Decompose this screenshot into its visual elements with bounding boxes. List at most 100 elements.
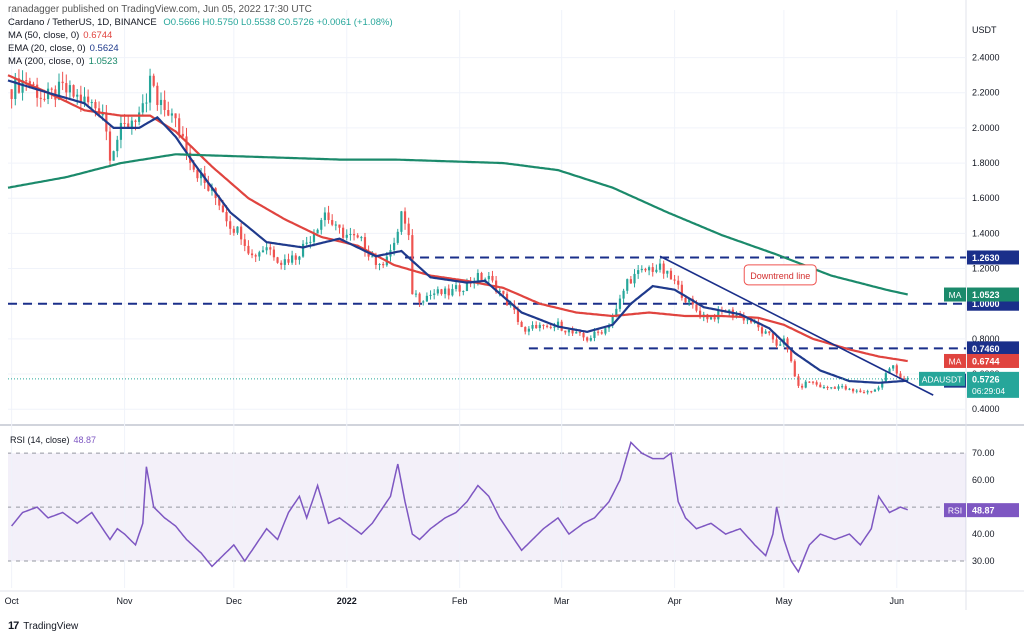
candle-body xyxy=(877,387,880,390)
candle-body xyxy=(400,211,403,232)
candle-body xyxy=(320,220,323,230)
candle-body xyxy=(760,327,764,334)
candle-body xyxy=(611,316,614,326)
candle-body xyxy=(509,304,512,306)
tradingview-logo[interactable]: 17 TradingView xyxy=(8,620,78,632)
candle-body xyxy=(728,309,731,313)
candle-body xyxy=(265,247,268,251)
ma50-legend[interactable]: MA (50, close, 0) 0.6744 xyxy=(8,30,112,42)
candle-body xyxy=(174,113,177,119)
candle-body xyxy=(666,270,669,274)
candle-body xyxy=(680,284,683,298)
rsi-band-fill xyxy=(8,453,966,562)
candle-body xyxy=(112,151,115,161)
candle-body xyxy=(254,255,257,257)
candle-body xyxy=(859,390,862,393)
rsi-tick-label: 70.00 xyxy=(972,448,995,458)
candle-body xyxy=(524,327,527,332)
candle-body xyxy=(68,85,72,93)
candle-body xyxy=(334,224,337,226)
candle-body xyxy=(862,392,866,394)
candle-body xyxy=(677,280,680,285)
candle-body xyxy=(892,365,895,369)
candle-body xyxy=(629,279,632,284)
candle-body xyxy=(502,290,505,294)
time-tick-label: Dec xyxy=(226,596,243,606)
candle-body xyxy=(345,234,348,238)
publisher-line: ranadagger published on TradingView.com,… xyxy=(8,4,312,15)
candle-body xyxy=(527,328,530,332)
candle-body xyxy=(218,198,221,206)
price-tick-label: 1.6000 xyxy=(972,193,1000,203)
candle-body xyxy=(425,295,428,302)
downtrend-line[interactable]: Downtrend line xyxy=(659,255,934,396)
candle-body xyxy=(899,373,902,379)
candle-body xyxy=(870,391,873,393)
symbol-title: Cardano / TetherUS, 1D, BINANCE xyxy=(8,17,157,28)
ema-legend[interactable]: EMA (20, close, 0) 0.5624 xyxy=(8,43,119,55)
candle-body xyxy=(465,281,469,291)
time-tick-label: Apr xyxy=(668,596,682,606)
countdown-text: 06:29:04 xyxy=(972,386,1005,396)
time-tick-label: Oct xyxy=(5,596,20,606)
candle-body xyxy=(618,298,622,309)
candle-body xyxy=(240,226,243,240)
candle-body xyxy=(764,331,767,334)
candle-body xyxy=(130,120,133,128)
candle-body xyxy=(170,113,174,116)
axis-badges: 1.26301.00000.74601.0523MA0.6744MA0.5624… xyxy=(919,250,1019,518)
candle-body xyxy=(247,245,250,254)
candle-body xyxy=(61,81,64,84)
candle-body xyxy=(312,233,316,242)
candle-body xyxy=(895,365,898,374)
candle-body xyxy=(589,337,592,341)
level-value-badge xyxy=(967,250,1019,265)
last-price-badge xyxy=(967,371,1019,398)
candle-body xyxy=(884,373,887,382)
candle-body xyxy=(323,212,326,221)
candle-body xyxy=(881,381,884,388)
candle-body xyxy=(790,349,793,362)
candle-body xyxy=(294,255,297,260)
symbol-tag xyxy=(919,371,965,386)
candle-body xyxy=(873,389,877,392)
candle-body xyxy=(746,319,749,321)
rsi-title: RSI (14, close) 48.87 xyxy=(10,435,96,445)
price-tick-label: 0.8000 xyxy=(972,334,1000,344)
candle-body xyxy=(360,237,363,239)
tradingview-logo-icon: 17 xyxy=(8,620,19,632)
candle-body xyxy=(826,387,829,389)
candle-body xyxy=(648,267,651,271)
candle-body xyxy=(498,290,501,292)
ma200-value-badge xyxy=(967,287,1019,302)
ma50-label: MA (50, close, 0) xyxy=(8,30,80,41)
rsi-tag-text: RSI xyxy=(948,506,962,516)
candle-body xyxy=(28,81,31,84)
ma200-line xyxy=(7,153,908,296)
symbol-line: Cardano / TetherUS, 1D, BINANCE O0.5666 … xyxy=(8,17,393,29)
candle-body xyxy=(21,80,24,93)
candle-body xyxy=(640,268,643,271)
candle-body xyxy=(713,317,716,320)
ma200-legend[interactable]: MA (200, close, 0) 1.0523 xyxy=(8,56,118,68)
candle-body xyxy=(331,220,334,225)
candle-body xyxy=(83,96,86,103)
candle-body xyxy=(181,133,184,137)
candle-body xyxy=(156,85,159,106)
candle-body xyxy=(757,321,760,328)
candle-body xyxy=(546,325,549,327)
time-axis: Oct Nov Dec 2022 Feb Mar Apr May Jun xyxy=(5,596,904,606)
candle-body xyxy=(221,205,225,212)
candle-body xyxy=(644,268,647,271)
candle-body xyxy=(393,242,396,251)
ema20-line xyxy=(7,79,908,384)
candle-body xyxy=(717,310,720,320)
candle-body xyxy=(786,338,789,350)
ma50-value-text: 0.6744 xyxy=(972,356,1000,366)
rsi-value-badge xyxy=(967,503,1019,518)
candle-body xyxy=(403,211,407,224)
candle-body xyxy=(72,85,75,97)
candle-body xyxy=(698,310,702,318)
symbol-tag-text: ADAUSDT xyxy=(922,374,963,384)
candle-body xyxy=(491,275,494,281)
